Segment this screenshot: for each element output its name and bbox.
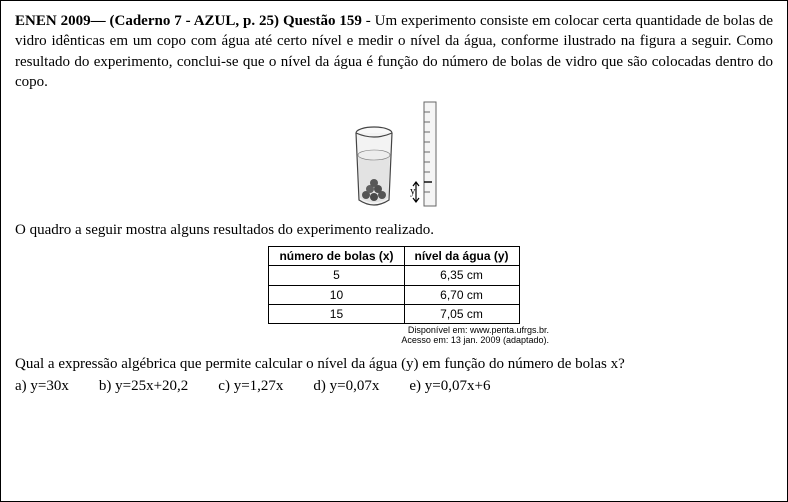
results-table-wrap: número de bolas (x) nível da água (y) 5 … (15, 246, 773, 346)
mid-text: O quadro a seguir mostra alguns resultad… (15, 220, 773, 240)
cell-y: 7,05 cm (404, 304, 519, 323)
problem-statement: ENEN 2009— (Caderno 7 - AZUL, p. 25) Que… (15, 11, 773, 92)
cell-x: 15 (269, 304, 404, 323)
option-d: d) y=0,07x (313, 376, 379, 396)
source-line-2: Acesso em: 13 jan. 2009 (adaptado). (239, 336, 549, 346)
option-e: e) y=0,07x+6 (409, 376, 490, 396)
cell-y: 6,35 cm (404, 266, 519, 285)
col-y-header: nível da água (y) (404, 247, 519, 266)
ruler-icon: y (410, 100, 444, 210)
table-row: 15 7,05 cm (269, 304, 519, 323)
table-row: 5 6,35 cm (269, 266, 519, 285)
table-row: 10 6,70 cm (269, 285, 519, 304)
answer-options: a) y=30x b) y=25x+20,2 c) y=1,27x d) y=0… (15, 376, 773, 396)
option-c: c) y=1,27x (218, 376, 283, 396)
col-x-header: número de bolas (x) (269, 247, 404, 266)
table-header-row: número de bolas (x) nível da água (y) (269, 247, 519, 266)
experiment-figure: y (15, 100, 773, 210)
cell-x: 10 (269, 285, 404, 304)
option-a: a) y=30x (15, 376, 69, 396)
y-label: y (410, 185, 416, 197)
option-b: b) y=25x+20,2 (99, 376, 188, 396)
exam-code: ENEN 2009— (15, 13, 106, 29)
question-text: Qual a expressão algébrica que permite c… (15, 354, 773, 374)
source-citation: Disponível em: www.penta.ufrgs.br. Acess… (239, 326, 549, 346)
booklet-ref: (Caderno 7 - AZUL, p. 25) Questão 159 (110, 13, 362, 29)
separator: - (366, 13, 375, 29)
cell-y: 6,70 cm (404, 285, 519, 304)
cell-x: 5 (269, 266, 404, 285)
results-table: número de bolas (x) nível da água (y) 5 … (268, 246, 519, 324)
cup-with-balls-icon (344, 115, 404, 210)
